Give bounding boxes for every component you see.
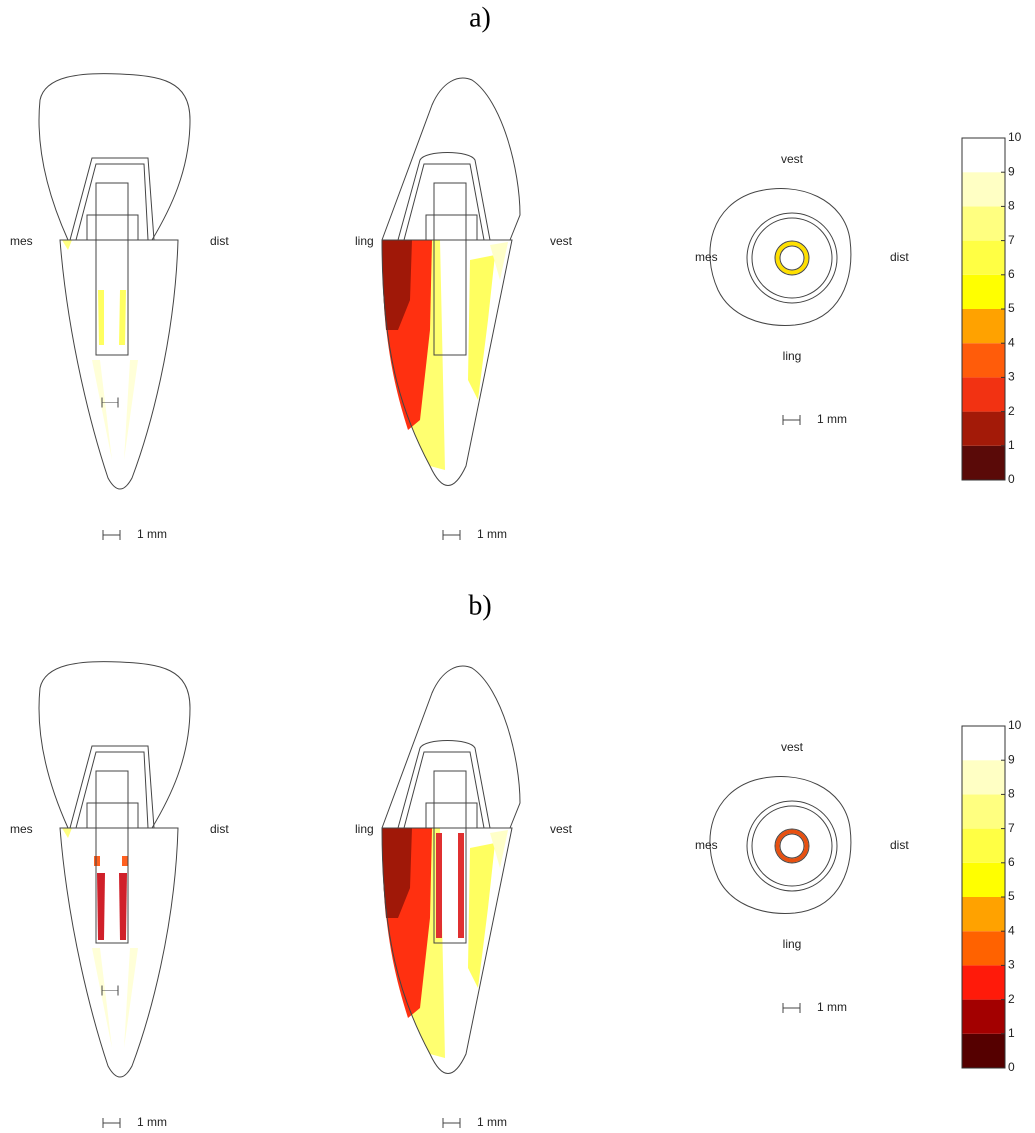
colorbar-tick-label: 2: [1008, 404, 1015, 418]
colorbar-segment: [962, 965, 1005, 999]
orientation-label: dist: [210, 234, 229, 248]
tooth-outline: [39, 662, 190, 1077]
stress-region: [122, 856, 128, 866]
orientation-label: vest: [781, 152, 804, 166]
panel: a) mes dist ling vest vest mes dist ling 1 mm 1 mm…: [10, 2, 1022, 541]
orientation-label: ling: [355, 822, 374, 836]
colorbar-tick-label: 1: [1008, 1026, 1015, 1040]
colorbar-tick-label: 5: [1008, 889, 1015, 903]
colorbar-tick-label: 4: [1008, 923, 1015, 937]
colorbar-segment: [962, 1000, 1005, 1034]
stress-region: [468, 843, 495, 988]
colorbar-tick-label: 6: [1008, 267, 1015, 281]
tooth-outline: [710, 777, 851, 914]
orientation-label: ling: [783, 349, 802, 363]
orientation-label: mes: [695, 838, 718, 852]
colorbar-tick-label: 4: [1008, 335, 1015, 349]
stress-region: [124, 948, 138, 1048]
stress-ring: [778, 832, 807, 861]
orientation-label: dist: [210, 822, 229, 836]
orientation-label: vest: [550, 234, 573, 248]
colorbar-tick-label: 10: [1008, 718, 1022, 732]
colorbar-tick-label: 5: [1008, 301, 1015, 315]
tooth-outline: [710, 189, 851, 326]
colorbar-segment: [962, 206, 1005, 240]
stress-region: [119, 290, 126, 345]
orientation-label: ling: [783, 937, 802, 951]
colorbar-segment: [962, 863, 1005, 897]
colorbar-tick-label: 10: [1008, 130, 1022, 144]
stress-region: [468, 255, 495, 400]
scale-bar: [783, 415, 800, 425]
colorbar-segment: [962, 377, 1005, 411]
colorbar-segment: [962, 760, 1005, 794]
colorbar-tick-label: 0: [1008, 472, 1015, 486]
orientation-label: dist: [890, 838, 909, 852]
scale-bar: [103, 530, 120, 540]
orientation-label: mes: [10, 822, 33, 836]
colorbar-tick-label: 3: [1008, 370, 1015, 384]
stress-region: [62, 828, 72, 838]
colorbar-segment: [962, 829, 1005, 863]
scale-bar: [783, 1003, 800, 1013]
scale-label: 1 mm: [817, 412, 847, 426]
colorbar-segment: [962, 412, 1005, 446]
orientation-label: mes: [10, 234, 33, 248]
colorbar-tick-label: 3: [1008, 958, 1015, 972]
figure: a) mes dist ling vest vest mes dist ling 1 mm 1 mm…: [0, 0, 1035, 1133]
scale-label: 1 mm: [137, 1115, 167, 1129]
colorbar-tick-label: 1: [1008, 438, 1015, 452]
colorbar-segment: [962, 931, 1005, 965]
colorbar-tick-label: 9: [1008, 752, 1015, 766]
colorbar-segment: [962, 309, 1005, 343]
stress-region: [94, 856, 100, 866]
colorbar-tick-label: 2: [1008, 992, 1015, 1006]
scale-label: 1 mm: [137, 527, 167, 541]
stress-region: [119, 873, 127, 940]
colorbar-segment: [962, 172, 1005, 206]
scale-bar: [443, 1118, 460, 1128]
orientation-label: mes: [695, 250, 718, 264]
colorbar-segment: [962, 138, 1005, 172]
colorbar-segment: [962, 794, 1005, 828]
colorbar-segment: [962, 726, 1005, 760]
colorbar-tick-label: 7: [1008, 233, 1015, 247]
stress-region: [97, 873, 105, 940]
stress-region: [124, 360, 138, 460]
scale-bar: [443, 530, 460, 540]
colorbar-tick-label: 8: [1008, 787, 1015, 801]
colorbar-segment: [962, 241, 1005, 275]
stress-region: [436, 833, 464, 938]
colorbar-tick-label: 8: [1008, 199, 1015, 213]
orientation-label: vest: [550, 822, 573, 836]
scale-label: 1 mm: [817, 1000, 847, 1014]
colorbar-tick-label: 0: [1008, 1060, 1015, 1074]
colorbar-segment: [962, 897, 1005, 931]
colorbar-segment: [962, 275, 1005, 309]
stress-region: [92, 360, 112, 460]
panel-label: b): [468, 590, 491, 621]
scale-label: 1 mm: [477, 1115, 507, 1129]
colorbar-segment: [962, 1034, 1005, 1068]
panel: b) mes dist ling vest vest mes dist ling 1 mm 1 mm…: [10, 590, 1022, 1129]
scale-label: 1 mm: [477, 527, 507, 541]
tooth-outline: [39, 74, 190, 489]
orientation-label: dist: [890, 250, 909, 264]
colorbar-tick-label: 7: [1008, 821, 1015, 835]
panel-label: a): [469, 2, 491, 33]
orientation-label: vest: [781, 740, 804, 754]
scale-bar: [103, 1118, 120, 1128]
orientation-label: ling: [355, 234, 374, 248]
colorbar-segment: [962, 446, 1005, 480]
colorbar-segment: [962, 343, 1005, 377]
stress-region: [98, 290, 104, 345]
colorbar-tick-label: 6: [1008, 855, 1015, 869]
stress-region: [92, 948, 112, 1048]
colorbar-tick-label: 9: [1008, 164, 1015, 178]
stress-ring: [778, 244, 807, 273]
stress-region: [62, 240, 72, 250]
